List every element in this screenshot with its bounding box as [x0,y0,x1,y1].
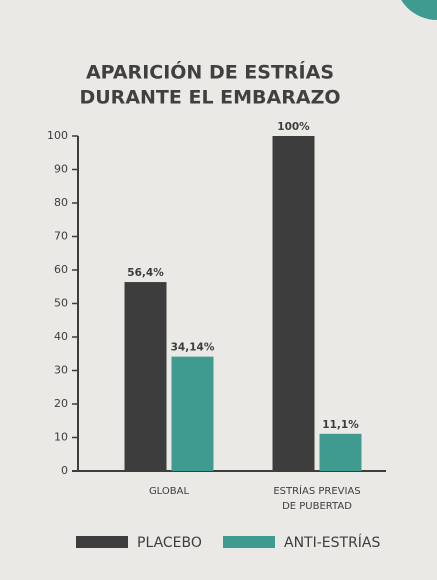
y-tick-label: 80 [54,196,68,209]
x-tick-label: DE PUBERTAD [282,501,352,512]
y-tick-label: 0 [61,464,68,477]
bar [319,433,362,471]
value-label: 11,1% [322,419,359,431]
value-label: 34,14% [171,342,215,354]
bar [272,136,315,471]
bar [124,282,167,471]
chart-title: DURANTE EL EMBARAZO [79,87,340,109]
y-tick-label: 10 [54,431,68,444]
y-tick-label: 70 [54,230,68,243]
corner-decoration [401,0,437,20]
y-tick-label: 30 [54,364,68,377]
legend-label: ANTI-ESTRÍAS [284,534,381,551]
value-label: 100% [277,121,310,133]
x-tick-label: ESTRÍAS PREVIAS [273,484,360,497]
legend-swatch [223,536,275,548]
y-tick-label: 20 [54,397,68,410]
bar [171,356,214,471]
value-label: 56,4% [127,267,164,279]
x-tick-label: GLOBAL [149,486,190,497]
y-tick-label: 40 [54,330,68,343]
y-tick-label: 100 [47,129,68,142]
legend-label: PLACEBO [137,535,202,551]
chart-title: APARICIÓN DE ESTRÍAS [86,60,334,84]
y-tick-label: 50 [54,297,68,310]
y-tick-label: 60 [54,263,68,276]
y-tick-label: 90 [54,163,68,176]
legend-swatch [76,536,128,548]
